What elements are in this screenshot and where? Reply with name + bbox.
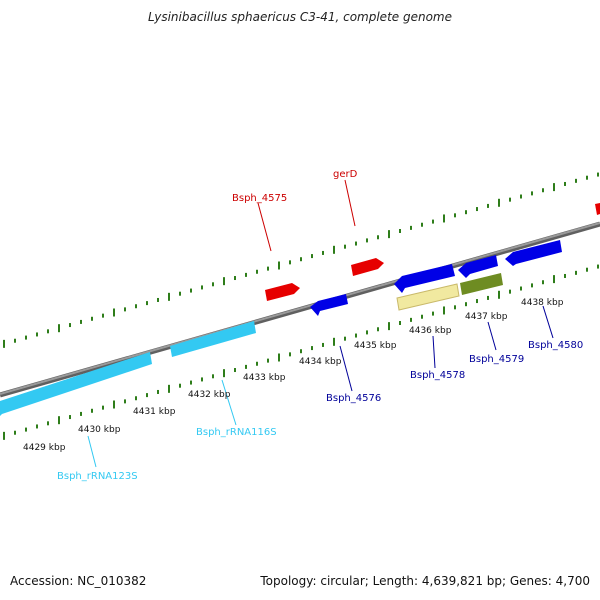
feature-olive[interactable] — [460, 273, 503, 295]
inner-tick-track — [3, 264, 599, 440]
rrna-bsph-rRNA123S[interactable] — [0, 352, 152, 416]
map-title: Lysinibacillus sphaericus C3-41, complet… — [147, 10, 452, 24]
gene-bsph-4575[interactable] — [265, 283, 300, 301]
kbp-label: 4430 kbp — [78, 425, 121, 435]
accession-text: Accession: NC_010382 — [10, 574, 147, 588]
kbp-label: 4435 kbp — [354, 341, 397, 351]
label-bsph-4580: Bsph_4580 — [528, 340, 583, 351]
summary-text: Topology: circular; Length: 4,639,821 bp… — [260, 574, 590, 588]
label-bsph-rRNA116S: Bsph_rRNA116S — [196, 427, 277, 438]
kbp-label: 4429 kbp — [23, 443, 66, 453]
label-bsph-4578: Bsph_4578 — [410, 370, 465, 381]
kbp-label: 4431 kbp — [133, 407, 176, 417]
label-bsph-rRNA123S: Bsph_rRNA123S — [57, 471, 138, 482]
gene-bsph-4579[interactable] — [458, 255, 498, 278]
kbp-label: 4432 kbp — [188, 390, 231, 400]
kbp-label: 4436 kbp — [409, 326, 452, 336]
label-bsph-4579: Bsph_4579 — [469, 354, 524, 365]
kbp-label: 4438 kbp — [521, 298, 564, 308]
label-gerD: gerD — [333, 169, 358, 180]
gene-bsph-4580[interactable] — [505, 240, 562, 266]
kbp-axis-labels: 4429 kbp 4430 kbp 4431 kbp 4432 kbp 4433 kbp… — [23, 298, 564, 453]
kbp-label: 4433 kbp — [243, 373, 286, 383]
outer-tick-track — [3, 172, 599, 348]
gene-bsph-4576[interactable] — [310, 294, 348, 316]
feature-pale[interactable] — [396, 283, 460, 311]
gene-gerD[interactable] — [351, 258, 384, 276]
label-bsph-4576: Bsph_4576 — [326, 393, 381, 404]
gene-bsph-4578[interactable] — [394, 264, 455, 293]
rrna-bsph-rRNA116S[interactable] — [170, 321, 256, 357]
kbp-label: 4437 kbp — [465, 312, 508, 322]
kbp-label: 4434 kbp — [299, 357, 342, 367]
label-bsph-4575: Bsph_4575 — [232, 193, 287, 204]
gene-edge-red[interactable] — [595, 203, 600, 215]
